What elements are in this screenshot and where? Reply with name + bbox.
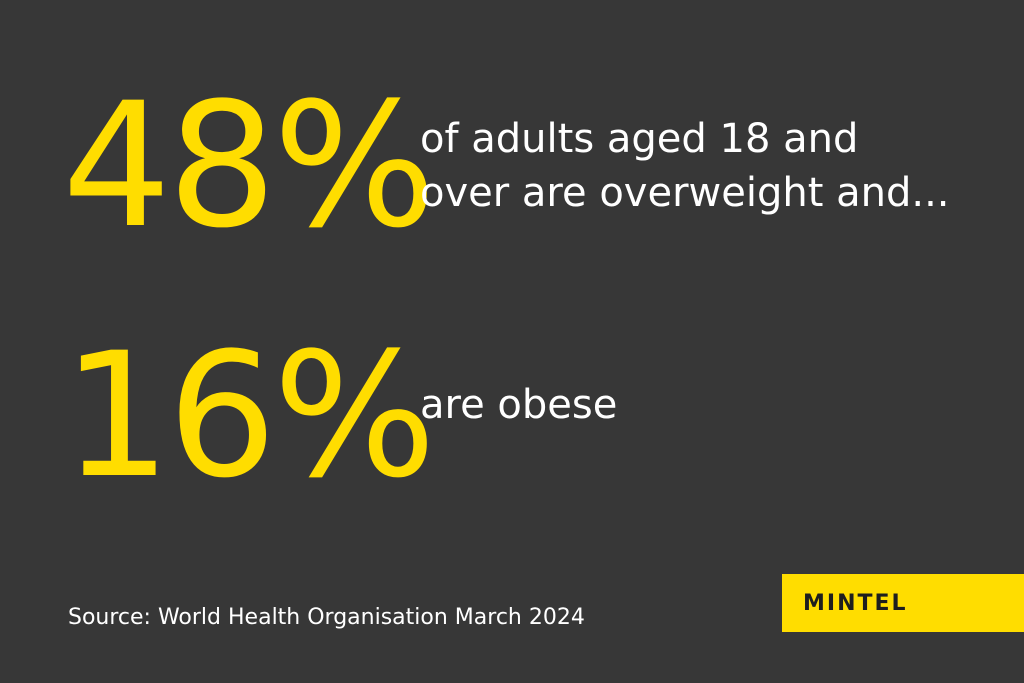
mintel-logo: MINTEL — [782, 574, 1024, 632]
overweight-description: of adults aged 18 and over are overweigh… — [420, 112, 950, 220]
obese-description-line-1: are obese — [420, 382, 618, 428]
obese-description: are obese — [420, 378, 617, 432]
overweight-description-line-1: of adults aged 18 and — [420, 116, 859, 162]
source-citation: Source: World Health Organisation March … — [68, 605, 585, 630]
obese-percentage: 16% — [62, 315, 436, 516]
overweight-percentage: 48% — [62, 65, 436, 266]
overweight-description-line-2: over are overweight and... — [420, 170, 950, 216]
mintel-logo-text: MINTEL — [803, 590, 908, 616]
